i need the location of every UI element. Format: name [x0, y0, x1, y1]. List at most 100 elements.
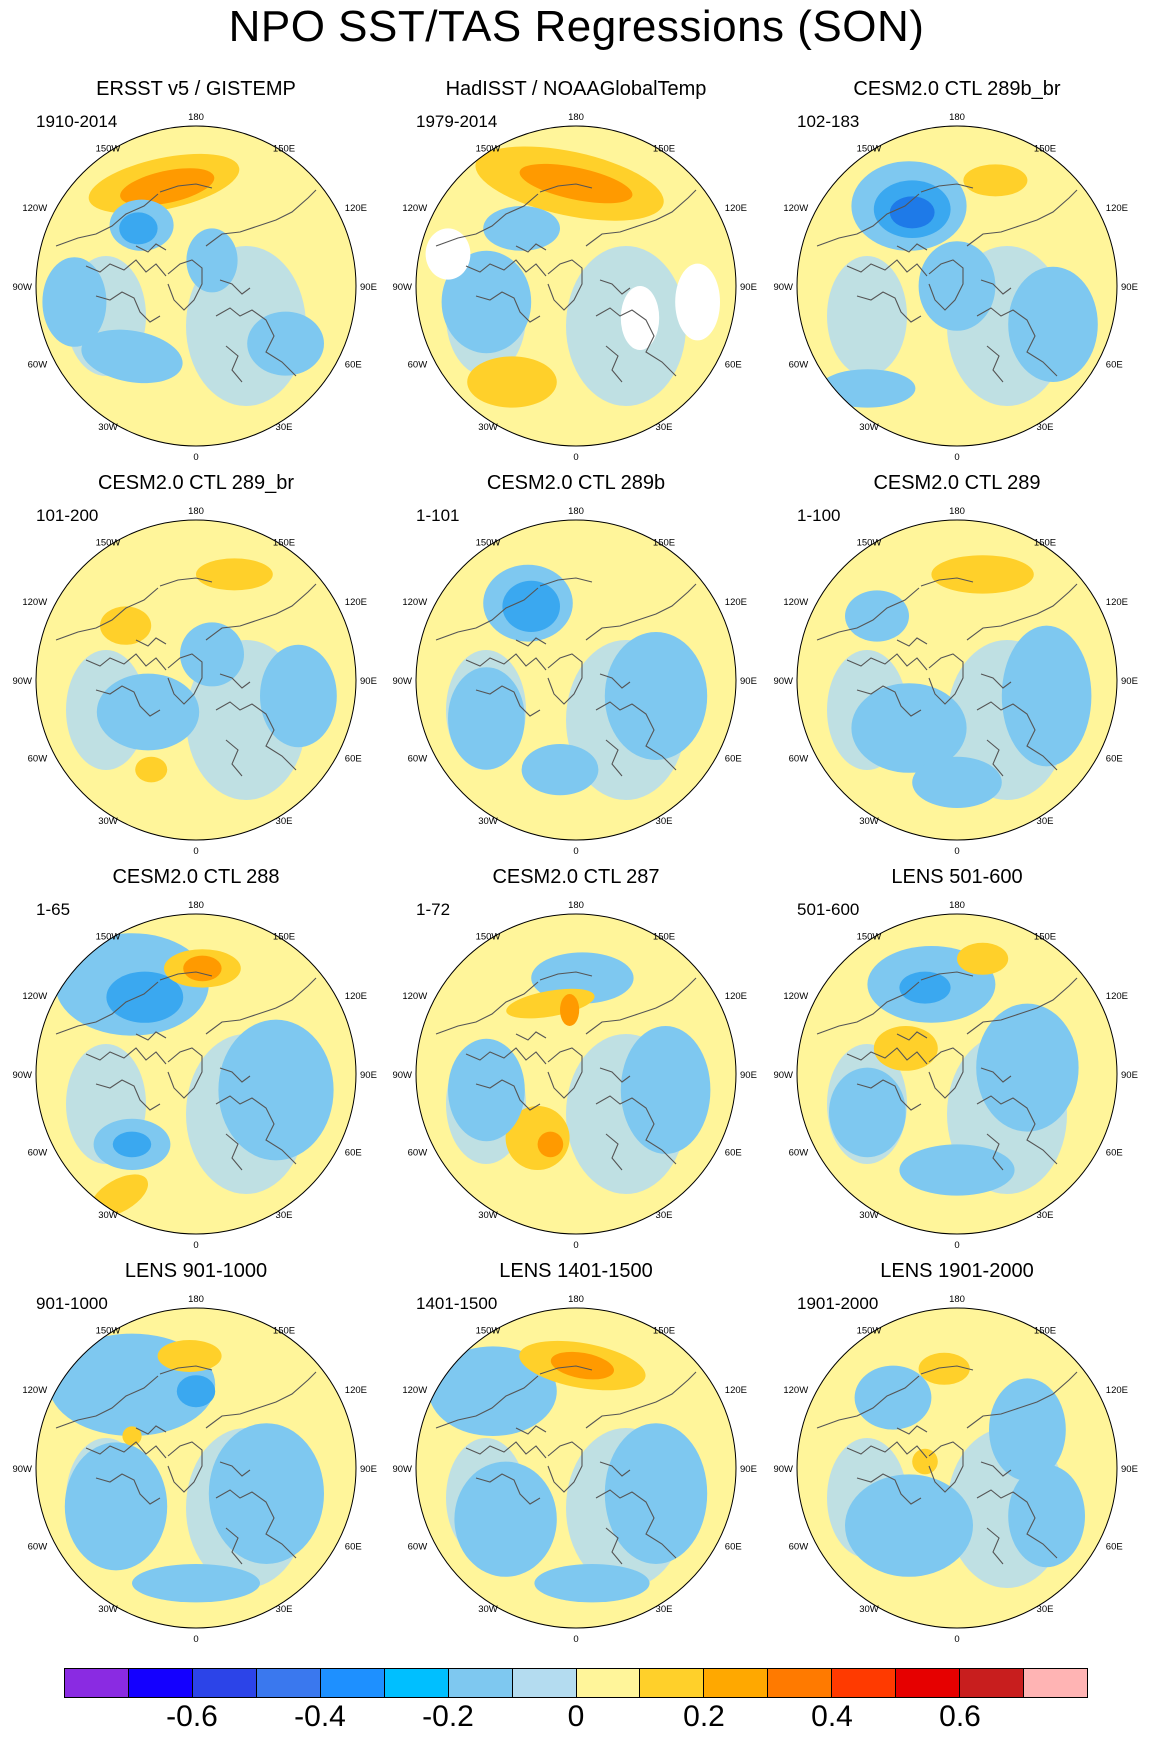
longitude-label: 60W: [28, 360, 48, 371]
longitude-label: 90W: [392, 1070, 412, 1081]
panel-title: CESM2.0 CTL 289b_br: [853, 78, 1061, 100]
coastline: [976, 1489, 1058, 1559]
coastline: [159, 183, 213, 193]
colorbar-label: 0.6: [939, 1700, 981, 1733]
coastline: [585, 583, 697, 641]
coastline: [219, 1067, 251, 1083]
anomaly-patch-L: [441, 250, 532, 354]
anomaly-patch-L: [454, 1461, 557, 1577]
longitude-label: 30W: [478, 422, 498, 433]
longitude-label: 60E: [725, 754, 742, 765]
longitude-label: 90E: [360, 1070, 377, 1081]
longitude-label: 30W: [478, 1604, 498, 1615]
longitude-label: 180: [568, 1294, 584, 1305]
longitude-label: 90E: [1121, 1070, 1138, 1081]
anomaly-patch-L: [604, 1423, 708, 1564]
longitude-label: 120E: [1106, 991, 1128, 1002]
longitude-label: 60E: [1106, 754, 1123, 765]
colorbar-cell: [1023, 1668, 1088, 1698]
coastline: [515, 1031, 547, 1041]
longitude-label: 90W: [392, 282, 412, 293]
colorbar-cell: [319, 1668, 384, 1698]
map-panel: 180 0 150W 150E 120W 120E 90W 90E 60W 60E 30W 30E Ha…: [384, 78, 768, 474]
map-outline: [796, 913, 1118, 1235]
coastline: [475, 291, 541, 323]
longitude-label: 30E: [1037, 422, 1054, 433]
coastline: [215, 701, 297, 771]
coastline: [920, 971, 974, 981]
anomaly-patch-L: [64, 1442, 168, 1571]
longitude-label: 90W: [12, 282, 32, 293]
coastline: [856, 1473, 922, 1505]
coastline: [435, 981, 539, 1035]
coastline: [585, 1371, 697, 1429]
longitude-label: 30E: [276, 422, 293, 433]
panel-title: LENS 1401-1500: [499, 1260, 653, 1282]
coastline: [856, 685, 922, 717]
longitude-label: 150W: [96, 144, 121, 155]
colorbar-cell: [447, 1668, 512, 1698]
coastline: [55, 587, 159, 641]
longitude-label: 30W: [859, 422, 879, 433]
coastline: [816, 981, 920, 1035]
coastline: [896, 1031, 928, 1041]
anomaly-patch-L: [428, 1346, 557, 1436]
coastline: [225, 345, 243, 383]
colorbar: [64, 1668, 1088, 1698]
colorbar-cell: [895, 1668, 960, 1698]
coastline: [225, 1527, 243, 1565]
coastlines: [55, 577, 317, 777]
longitude-label: 180: [568, 112, 584, 123]
coastline: [599, 279, 631, 295]
anomaly-patch-L: [448, 1038, 525, 1142]
longitude-label: 60E: [345, 1148, 362, 1159]
coastline: [215, 1489, 297, 1559]
coastline: [980, 279, 1012, 295]
coastline: [515, 243, 547, 253]
coastlines: [435, 577, 697, 777]
coastline: [595, 307, 677, 377]
colorbar-cell: [767, 1668, 832, 1698]
map-outline: [35, 1307, 357, 1629]
coastline: [55, 981, 159, 1035]
anomaly-patch-o: [873, 1026, 938, 1071]
longitude-label: 0: [954, 1240, 959, 1251]
map-panel: 180 0 150W 150E 120W 120E 90W 90E 60W 60E 30W 30E CE…: [4, 472, 388, 868]
longitude-label: 120W: [22, 1385, 47, 1396]
panel-years: 1-100: [797, 506, 841, 525]
longitude-label: 150E: [1034, 932, 1056, 943]
coastline: [846, 1441, 928, 1459]
longitude-label: 90E: [360, 282, 377, 293]
coastline: [515, 1425, 547, 1435]
coastline: [605, 1527, 623, 1565]
panel-years: 1-65: [36, 900, 71, 919]
longitude-label: 150W: [476, 932, 501, 943]
colorbar-cell: [511, 1668, 576, 1698]
polar-map: 180 0 150W 150E 120W 120E 90W 90E 60W 60E 30W 30E: [392, 112, 756, 463]
longitude-label: 180: [188, 900, 204, 911]
longitude-label: 30W: [98, 1604, 118, 1615]
coastline: [966, 1371, 1078, 1429]
longitude-label: 180: [949, 1294, 965, 1305]
coastline: [167, 653, 203, 705]
panel-title: CESM2.0 CTL 287: [492, 866, 660, 888]
longitude-label: 0: [573, 452, 578, 463]
polar-map: 180 0 150W 150E 120W 120E 90W 90E 60W 60E 30W 30E: [773, 506, 1137, 857]
longitude-label: 120W: [402, 991, 427, 1002]
coastline: [986, 345, 1004, 383]
coastline: [85, 1441, 167, 1459]
coastline: [159, 1365, 213, 1375]
coastline: [547, 1047, 583, 1099]
longitude-label: 120W: [402, 203, 427, 214]
longitude-label: 30E: [276, 816, 293, 827]
panel-years: 501-600: [797, 900, 860, 919]
anomaly-patch-L: [208, 1423, 324, 1564]
anomaly-patch-L: [976, 1003, 1079, 1132]
map-panel: 180 0 150W 150E 120W 120E 90W 90E 60W 60E 30W 30E LE…: [4, 1260, 388, 1656]
colorbar-label: 0.4: [811, 1700, 853, 1733]
polar-map: 180 0 150W 150E 120W 120E 90W 90E 60W 60E 30W 30E: [773, 900, 1138, 1251]
longitude-label: 60E: [1106, 360, 1123, 371]
colorbar-label: -0.6: [166, 1700, 218, 1733]
longitude-label: 90W: [392, 676, 412, 687]
longitude-label: 120W: [783, 1385, 808, 1396]
